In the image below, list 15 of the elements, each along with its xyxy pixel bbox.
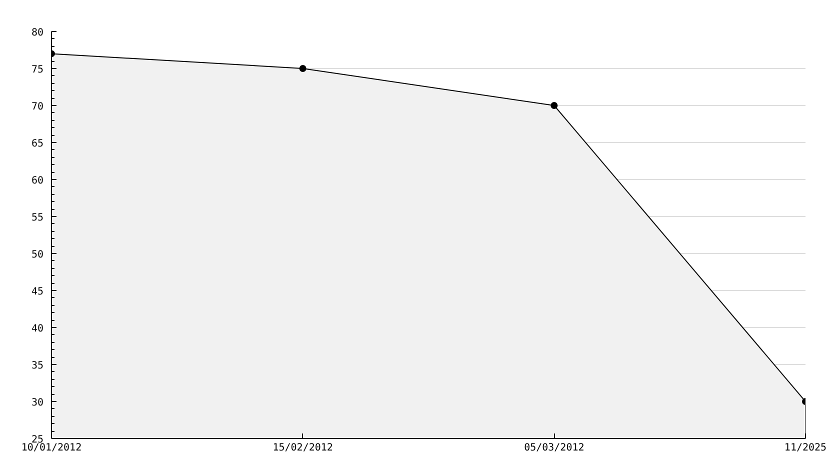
x-tick-label: 11/2025 (784, 442, 827, 454)
y-tick-label: 45 (31, 286, 44, 298)
y-tick-label: 50 (31, 250, 44, 260)
y-tick-label: 65 (31, 138, 44, 150)
y-tick-label: 40 (31, 324, 44, 334)
y-tick-label: 80 (31, 28, 44, 38)
y-tick-label: 75 (31, 64, 44, 76)
x-tick-label: 10/01/2012 (21, 442, 82, 454)
y-tick-label: 70 (31, 102, 44, 112)
x-tick-label: 05/03/2012 (524, 442, 584, 454)
y-tick-label: 60 (31, 176, 44, 186)
y-tick-label: 30 (31, 398, 44, 408)
y-tick-label: 35 (31, 360, 44, 372)
x-tick-label: 15/02/2012 (272, 442, 333, 454)
y-tick-label: 55 (31, 212, 44, 224)
